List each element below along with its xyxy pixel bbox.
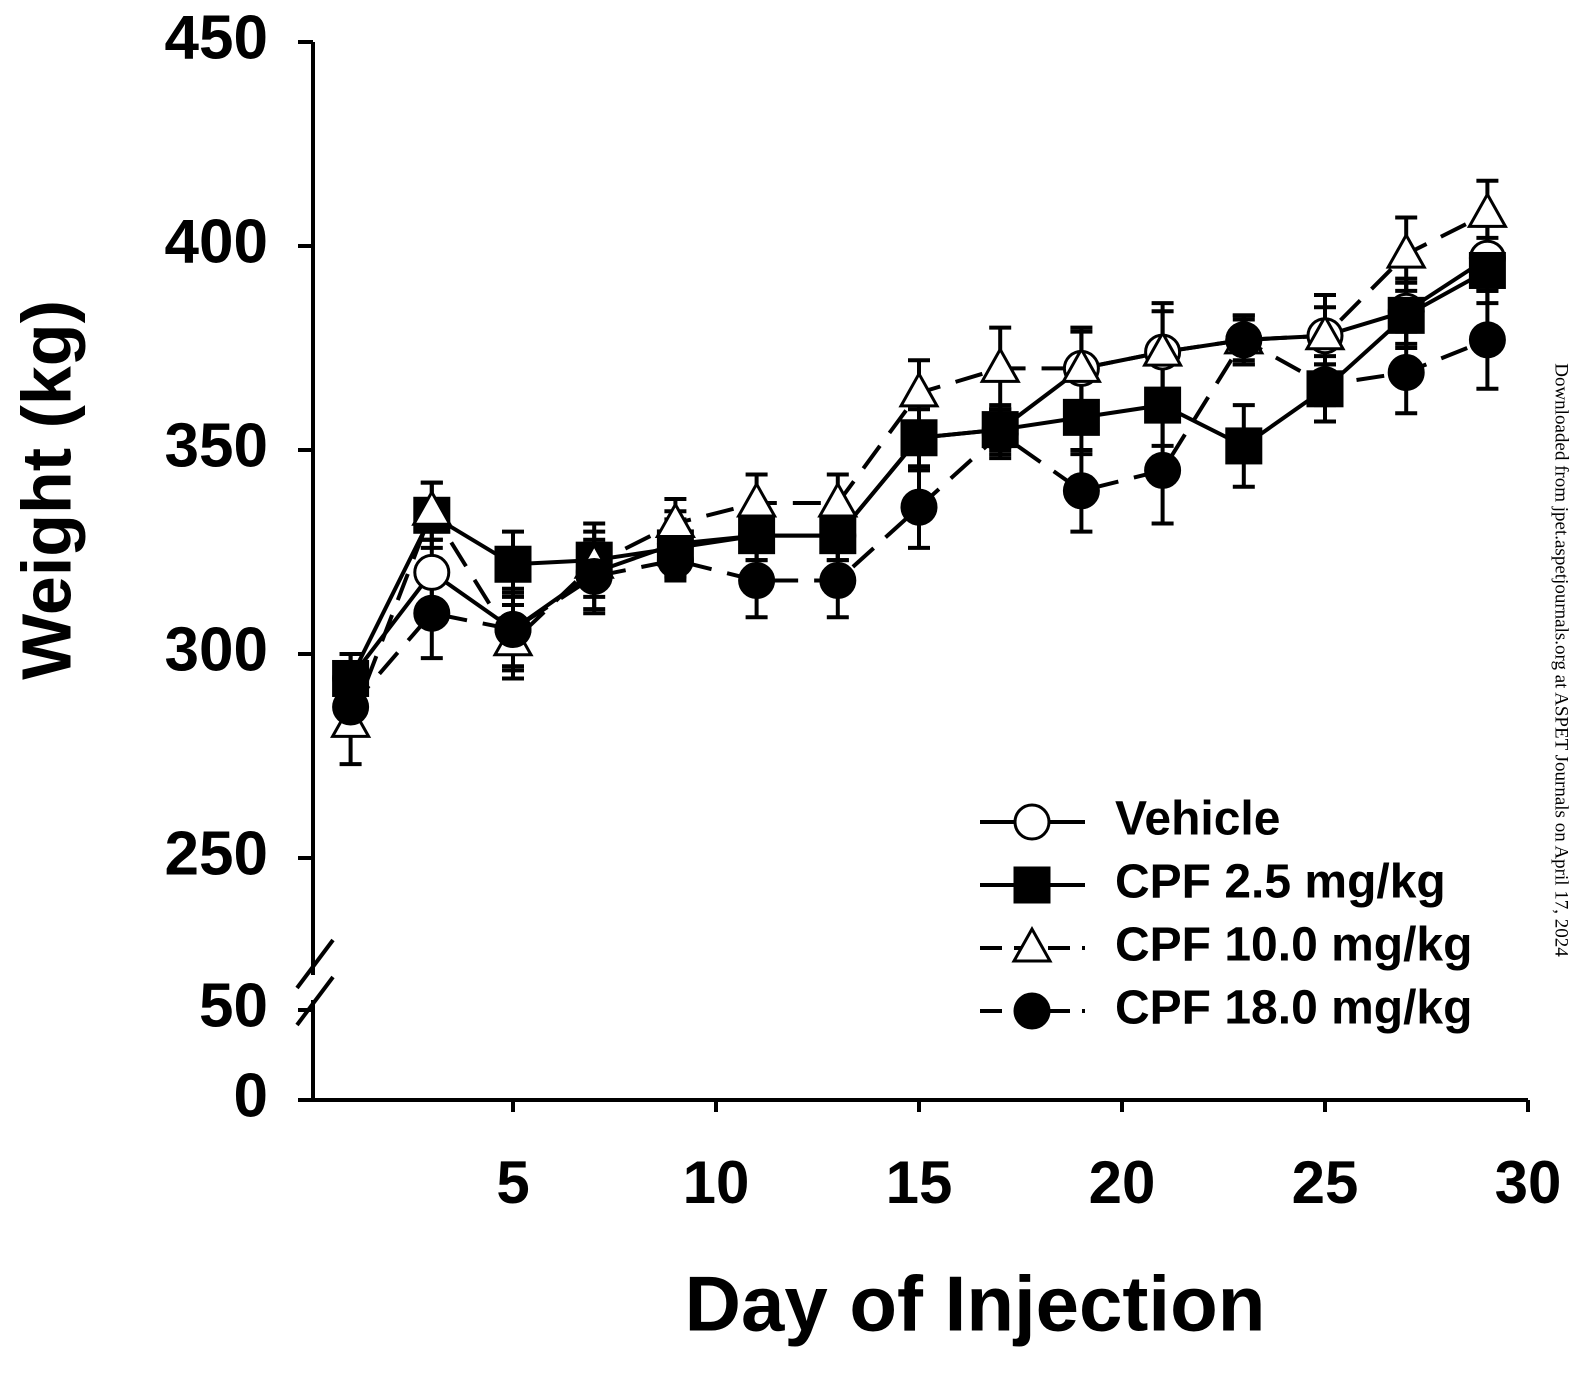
watermark: Downloaded from jpet.aspetjournals.org a… — [1551, 363, 1572, 957]
legend-marker — [1011, 925, 1053, 963]
y-axis-title: Weight (kg) — [7, 300, 85, 680]
x-tick-label: 5 — [496, 1149, 529, 1216]
marker — [1468, 321, 1506, 359]
legend-label: CPF 2.5 mg/kg — [1115, 856, 1446, 909]
marker — [1144, 451, 1182, 489]
x-tick-label: 25 — [1292, 1149, 1359, 1216]
marker — [1306, 366, 1344, 404]
legend-label: CPF 10.0 mg/kg — [1115, 919, 1472, 972]
marker — [981, 415, 1019, 453]
x-tick-label: 20 — [1089, 1149, 1156, 1216]
marker — [413, 594, 451, 632]
marker — [1060, 346, 1102, 383]
marker — [979, 346, 1021, 383]
marker — [817, 480, 859, 518]
marker — [736, 480, 778, 518]
marker — [819, 562, 857, 600]
marker — [332, 688, 370, 726]
marker — [1142, 330, 1184, 367]
y-tick-label: 300 — [165, 615, 268, 684]
y-tick-label: 350 — [165, 411, 268, 480]
legend-marker — [1013, 866, 1051, 904]
marker — [1225, 321, 1263, 359]
x-tick-label: 15 — [886, 1149, 953, 1216]
marker — [1062, 398, 1100, 436]
marker — [1225, 427, 1263, 465]
x-tick-label: 30 — [1495, 1149, 1562, 1216]
marker — [900, 488, 938, 526]
marker — [1062, 472, 1100, 510]
marker — [1466, 191, 1508, 228]
x-axis-title: Day of Injection — [685, 1260, 1266, 1348]
marker — [575, 557, 613, 595]
marker — [411, 489, 453, 526]
marker — [1468, 251, 1506, 289]
marker — [654, 501, 696, 538]
marker — [1387, 353, 1425, 391]
legend-label: CPF 18.0 mg/kg — [1115, 982, 1472, 1035]
y-tick-label: 400 — [165, 207, 268, 276]
marker — [819, 517, 857, 555]
marker — [898, 370, 940, 408]
y-tick-label: 250 — [165, 819, 268, 888]
marker — [494, 545, 532, 583]
x-tick-label: 10 — [683, 1149, 750, 1216]
legend-label: Vehicle — [1115, 793, 1280, 846]
marker — [900, 419, 938, 457]
marker — [494, 611, 532, 649]
y-tick-label: 50 — [199, 971, 268, 1040]
marker — [1387, 296, 1425, 334]
marker — [656, 541, 694, 579]
marker — [1385, 232, 1427, 269]
legend-marker — [1013, 992, 1051, 1030]
y-tick-label: 450 — [165, 3, 268, 72]
legend-marker — [1013, 803, 1051, 841]
marker — [1304, 313, 1346, 351]
marker — [738, 562, 776, 600]
marker — [738, 517, 776, 555]
marker — [413, 553, 451, 591]
y-tick-label: 0 — [234, 1061, 268, 1130]
marker — [1144, 386, 1182, 424]
